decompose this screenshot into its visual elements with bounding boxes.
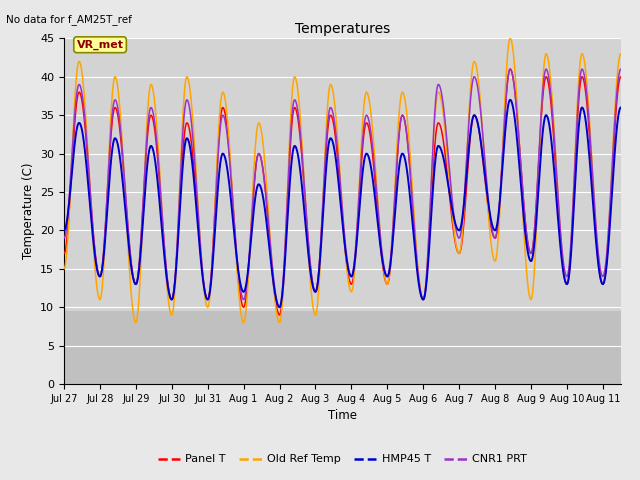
Legend: Panel T, Old Ref Temp, HMP45 T, CNR1 PRT: Panel T, Old Ref Temp, HMP45 T, CNR1 PRT — [153, 450, 532, 469]
Text: VR_met: VR_met — [77, 40, 124, 50]
Y-axis label: Temperature (C): Temperature (C) — [22, 163, 35, 260]
X-axis label: Time: Time — [328, 409, 357, 422]
Text: No data for f_AM25T_ref: No data for f_AM25T_ref — [6, 14, 132, 25]
Title: Temperatures: Temperatures — [295, 22, 390, 36]
Bar — [64, 311, 621, 384]
